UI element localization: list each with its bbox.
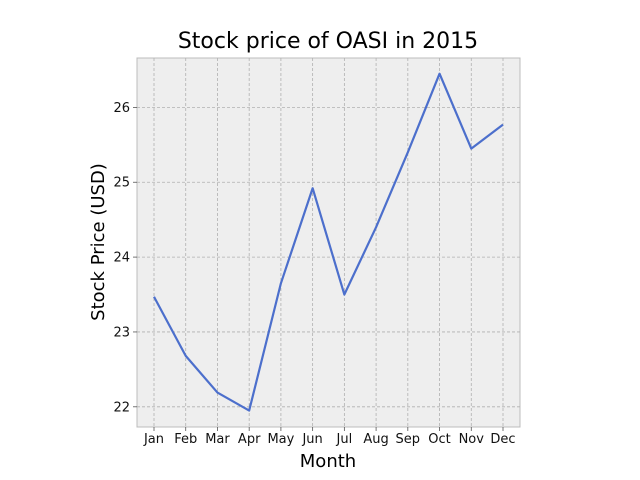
y-tick-label: 24 — [113, 251, 130, 266]
x-tick-label: May — [267, 432, 294, 447]
x-tick-label: Feb — [174, 432, 197, 447]
y-axis-label: Stock Price (USD) — [88, 163, 109, 321]
x-tick-label: Aug — [363, 432, 388, 447]
x-tick-label: Jan — [143, 432, 164, 447]
y-tick-label: 25 — [113, 176, 130, 191]
y-grid-lines — [137, 106, 520, 408]
series-line — [153, 72, 504, 412]
y-tick-label: 22 — [113, 400, 130, 415]
x-tick-label: Jul — [336, 432, 353, 447]
x-tick-label: Sep — [396, 432, 421, 447]
x-tick-label: Jun — [301, 432, 322, 447]
y-ticks: 22 23 24 25 26 — [113, 101, 137, 415]
y-tick-label: 26 — [113, 101, 130, 116]
x-axis-label: Month — [300, 451, 356, 472]
x-ticks: Jan Feb Mar Apr May Jun Jul Aug Sep Oct Nov Dec — [143, 427, 516, 447]
x-tick-label: Oct — [428, 432, 450, 447]
y-tick-label: 23 — [113, 325, 130, 340]
x-tick-label: Dec — [490, 432, 515, 447]
x-grid-lines — [153, 58, 504, 427]
x-tick-label: Apr — [238, 432, 261, 447]
chart-title: Stock price of OASI in 2015 — [178, 29, 478, 54]
x-tick-label: Nov — [459, 432, 485, 447]
x-tick-label: Mar — [205, 432, 230, 447]
series-layer — [153, 72, 504, 412]
